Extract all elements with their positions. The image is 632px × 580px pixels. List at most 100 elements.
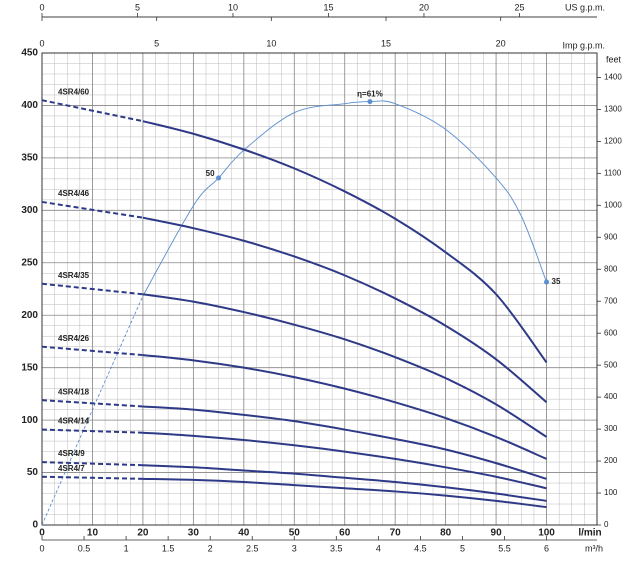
curve-dashed: [41, 475, 143, 480]
feet-tick-label: 0: [604, 520, 609, 529]
x-tick-label: 20: [137, 528, 149, 539]
x-tick-label: 40: [238, 528, 250, 539]
curve-dashed: [41, 461, 143, 467]
plot-frame: [41, 52, 598, 526]
efficiency-label: 35: [552, 277, 561, 286]
y-tick-label: 450: [21, 48, 38, 59]
tick-label: 25: [514, 2, 524, 12]
tick-label: 0.5: [78, 543, 91, 553]
feet-axis-label: feet: [606, 54, 622, 64]
x-tick-label: 90: [491, 528, 503, 539]
efficiency-point: [216, 175, 222, 181]
tick-label: 1: [124, 543, 129, 553]
imp-axis-label: Imp g.p.m.: [562, 40, 605, 50]
series-label: 4SR4/14: [58, 417, 90, 426]
y-tick-label: 300: [21, 205, 38, 216]
series-label: 4SR4/18: [58, 387, 90, 396]
curve: [142, 216, 548, 404]
curve: [142, 405, 547, 480]
tick-label: 2.5: [246, 543, 259, 553]
efficiency-point: [367, 99, 373, 105]
feet-tick-label: 500: [604, 360, 618, 369]
x-tick-label: 80: [440, 528, 452, 539]
y-tick-label: 200: [21, 310, 38, 321]
efficiency-point: [544, 279, 550, 285]
series-label: 4SR4/35: [58, 271, 90, 280]
y-tick-label: 400: [21, 100, 38, 111]
y-tick-label: 150: [21, 362, 38, 373]
x-tick-label: 0: [39, 528, 45, 539]
efficiency-line: [142, 100, 547, 297]
tick-label: 10: [228, 2, 238, 12]
tick-label: 15: [381, 38, 391, 48]
feet-tick-label: 600: [604, 328, 618, 337]
x-tick-label: 60: [339, 528, 351, 539]
series-label: 4SR4/46: [58, 189, 90, 198]
tick-label: 0: [39, 38, 44, 48]
curve-dashed: [41, 282, 144, 296]
efficiency-label: η=61%: [357, 90, 383, 99]
us-axis-label: US g.p.m.: [565, 2, 605, 12]
y-tick-label: 100: [21, 415, 38, 426]
tick-label: 1.5: [162, 543, 175, 553]
feet-tick-label: 200: [604, 456, 618, 465]
tick-label: 0: [39, 543, 44, 553]
series-label: 4SR4/9: [58, 449, 85, 458]
tick-label: 5.5: [498, 543, 511, 553]
tick-label: 3: [292, 543, 297, 553]
curve: [142, 431, 547, 490]
feet-tick-label: 800: [604, 264, 618, 273]
tick-label: 0: [39, 2, 44, 12]
tick-label: 4.5: [414, 543, 427, 553]
series-label: 4SR4/60: [58, 87, 90, 96]
tick-label: 3.5: [330, 543, 343, 553]
x-tick-label: 70: [390, 528, 402, 539]
tick-label: 20: [419, 2, 429, 12]
series-label: 4SR4/26: [58, 334, 90, 343]
feet-tick-label: 900: [604, 232, 618, 241]
feet-tick-label: 100: [604, 488, 618, 497]
tick-label: 5: [135, 2, 140, 12]
tick-label: 20: [496, 38, 506, 48]
curve-dashed: [41, 99, 144, 123]
tick-label: 6: [544, 543, 549, 553]
curve-dashed: [41, 345, 143, 357]
feet-tick-label: 1100: [604, 168, 622, 177]
x-axis-label: l/min: [578, 528, 601, 539]
feet-tick-label: 1200: [604, 136, 622, 145]
efficiency-label: 50: [206, 169, 215, 178]
feet-tick-label: 300: [604, 424, 618, 433]
feet-tick-label: 1000: [604, 200, 622, 209]
tick-label: 5: [154, 38, 159, 48]
tick-label: 5: [460, 543, 465, 553]
m3h-axis-label: m³/h: [585, 543, 603, 553]
curve: [142, 120, 548, 364]
x-tick-label: 10: [87, 528, 99, 539]
tick-label: 2: [208, 543, 213, 553]
efficiency-line-dashed: [41, 295, 144, 526]
x-tick-label: 30: [188, 528, 200, 539]
series-label: 4SR4/7: [58, 464, 85, 473]
curve: [142, 464, 547, 502]
feet-tick-label: 1300: [604, 105, 622, 114]
feet-tick-label: 700: [604, 296, 618, 305]
curve-dashed: [41, 399, 143, 408]
curve: [142, 477, 547, 509]
feet-tick-label: 400: [604, 392, 618, 401]
y-tick-label: 350: [21, 153, 38, 164]
y-tick-label: 250: [21, 257, 38, 268]
y-tick-label: 0: [32, 520, 38, 531]
tick-label: 10: [266, 38, 276, 48]
curve-dashed: [41, 428, 143, 434]
x-tick-label: 100: [538, 528, 555, 539]
x-tick-label: 50: [289, 528, 301, 539]
feet-tick-label: 1400: [604, 73, 622, 82]
tick-label: 15: [323, 2, 333, 12]
curve: [142, 354, 547, 460]
y-tick-label: 50: [27, 467, 39, 478]
curve: [142, 293, 548, 438]
curve-dashed: [41, 200, 144, 219]
tick-label: 4: [376, 543, 381, 553]
